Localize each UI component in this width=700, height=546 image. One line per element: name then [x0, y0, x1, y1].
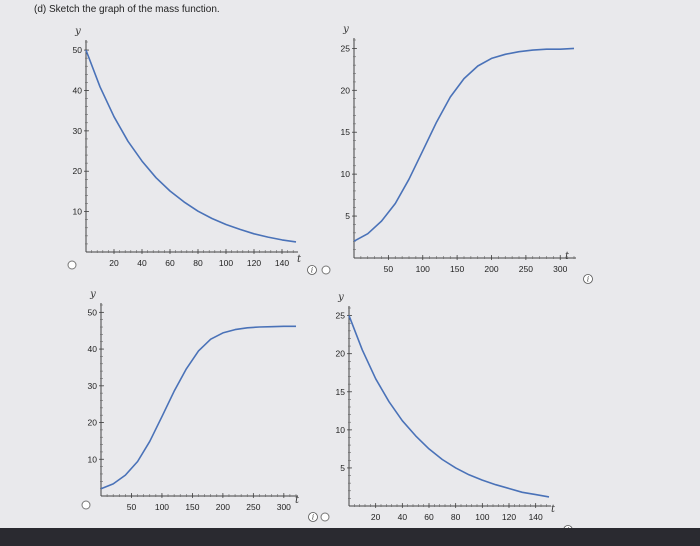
- bottom-left-x-tick-label: 300: [277, 502, 291, 512]
- bottom-left-x-axis-label: t: [295, 495, 300, 506]
- info-icon[interactable]: [583, 274, 593, 284]
- bottom-right-x-tick-label: 100: [475, 512, 489, 522]
- top-right-y-tick-label: 15: [341, 127, 351, 137]
- bottom-right-x-tick-label: 20: [371, 512, 381, 522]
- info-icon[interactable]: [307, 265, 317, 275]
- info-icon-glyph: i: [311, 267, 313, 275]
- bottom-right-x-tick-label: 120: [502, 512, 516, 522]
- top-left-y-tick-label: 30: [73, 126, 83, 136]
- top-left-x-tick-label: 20: [109, 258, 119, 268]
- top-left-x-tick-label: 100: [219, 258, 233, 268]
- bottom-right-x-axis-label: t: [551, 504, 556, 515]
- bottom-left-x-tick-label: 250: [246, 502, 260, 512]
- info-icon-glyph: i: [312, 514, 314, 522]
- top-right-x-tick-label: 100: [416, 264, 430, 274]
- top-right-x-tick-label: 150: [450, 264, 464, 274]
- bottom-right-y-tick-label: 15: [336, 387, 346, 397]
- bottom-left-y-tick-label: 10: [88, 454, 98, 464]
- top-left-y-tick-label: 10: [73, 207, 83, 217]
- bottom-left-y-tick-label: 30: [88, 381, 98, 391]
- top-right-y-tick-label: 20: [341, 85, 351, 95]
- bottom-right-x-tick-label: 80: [451, 512, 461, 522]
- top-right-mass-curve: [353, 47, 575, 242]
- question-text: (d) Sketch the graph of the mass functio…: [34, 4, 220, 15]
- bottom-right-y-tick-label: 25: [336, 311, 346, 321]
- top-right-x-tick-label: 50: [384, 264, 394, 274]
- info-icon-glyph: i: [587, 276, 589, 284]
- bottom-left-y-tick-label: 20: [88, 418, 98, 428]
- bottom-left-option-radio[interactable]: [81, 500, 91, 510]
- bottom-left-y-tick-label: 40: [88, 344, 98, 354]
- top-left-x-axis-label: t: [297, 254, 302, 265]
- bottom-right-x-tick-label: 140: [529, 512, 543, 522]
- bottom-left-x-tick-label: 150: [185, 502, 199, 512]
- top-right-y-tick-label: 5: [345, 211, 350, 221]
- bottom-left-x-tick-label: 100: [155, 502, 169, 512]
- bottom-right-option-radio[interactable]: [320, 512, 330, 522]
- top-left-mass-curve: [85, 49, 297, 243]
- top-left-x-tick-label: 60: [165, 258, 175, 268]
- top-left-y-tick-label: 40: [73, 85, 83, 95]
- top-right-y-tick-label: 10: [341, 169, 351, 179]
- bottom-left-mass-curve: [100, 325, 296, 490]
- bottom-right-y-axis-label: y: [337, 292, 344, 303]
- top-right-x-tick-label: 300: [553, 264, 567, 274]
- info-icon[interactable]: [308, 512, 318, 522]
- top-right-x-tick-label: 250: [519, 264, 533, 274]
- top-left-x-tick-label: 40: [137, 258, 147, 268]
- bottom-right-y-tick-label: 20: [336, 349, 346, 359]
- bottom-left-x-tick-label: 200: [216, 502, 230, 512]
- bottom-right-x-tick-label: 40: [398, 512, 408, 522]
- bottom-right-y-tick-label: 5: [340, 463, 345, 473]
- bottom-left-x-tick-label: 50: [127, 502, 137, 512]
- top-left-option-radio[interactable]: [67, 260, 77, 270]
- bottom-left-y-axis-label: y: [89, 289, 96, 300]
- top-right-y-axis-label: y: [342, 24, 349, 35]
- screen-bottom-bar: [0, 528, 700, 546]
- top-right-x-axis-label: t: [565, 251, 570, 262]
- bottom-right-x-tick-label: 60: [424, 512, 434, 522]
- top-left-x-tick-label: 80: [193, 258, 203, 268]
- top-left-y-tick-label: 20: [73, 166, 83, 176]
- top-right-y-tick-label: 25: [341, 43, 351, 53]
- top-left-y-axis-label: y: [74, 26, 81, 37]
- top-left-y-tick-label: 50: [73, 45, 83, 55]
- top-right-x-tick-label: 200: [484, 264, 498, 274]
- top-right-option-radio[interactable]: [321, 265, 331, 275]
- top-left-x-tick-label: 120: [247, 258, 261, 268]
- top-left-x-tick-label: 140: [275, 258, 289, 268]
- bottom-right-y-tick-label: 10: [336, 425, 346, 435]
- bottom-right-mass-curve: [348, 315, 550, 498]
- bottom-left-y-tick-label: 50: [88, 307, 98, 317]
